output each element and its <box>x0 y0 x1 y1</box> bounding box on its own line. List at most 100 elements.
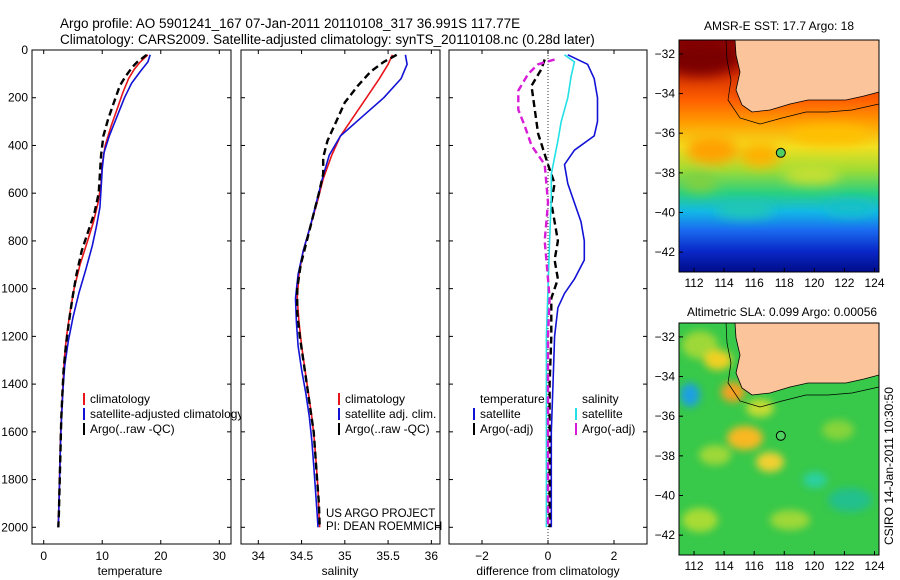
series-line-temperature-satellite <box>550 54 599 528</box>
timestamp-side-text: CSIRO 14-Jan-2011 10:30:50 <box>882 387 896 545</box>
longitude-tick-label: 112 <box>684 276 703 290</box>
x-tick-label: 0 <box>545 549 552 563</box>
sst-longitude-ticks: 112 114 116 118 120 122 124 <box>684 268 885 290</box>
salinity-depth-ticks <box>241 49 440 528</box>
sla-map: Altimetric SLA: 0.099 Argo: 0.00056 <box>655 305 885 573</box>
salinity-axes <box>240 49 441 545</box>
argo-float-marker <box>775 147 786 158</box>
legend-label-sal-argo: Argo(-adj) <box>582 422 635 436</box>
salinity-axis-ticks: 34 34.5 35 35.5 36 <box>252 50 439 563</box>
series-line-satellite-adj-clim <box>294 54 408 528</box>
sst-field <box>679 40 879 272</box>
x-tick-label: 2 <box>611 549 618 563</box>
sla-axes <box>678 322 880 556</box>
x-tick-label: 30 <box>213 549 227 563</box>
temperature-legend: climatology satellite-adjusted climatolo… <box>83 392 243 436</box>
salinity-xlabel: salinity <box>322 564 359 578</box>
difference-series <box>517 54 599 528</box>
latitude-tick-label: −34 <box>655 87 676 101</box>
longitude-tick-label: 124 <box>864 559 884 573</box>
x-tick-label: 10 <box>96 549 110 563</box>
sst-latitude-ticks: −32 −34 −36 −38 −40 −42 <box>655 47 683 259</box>
latitude-tick-label: −36 <box>655 126 676 140</box>
latitude-tick-label: −36 <box>655 409 676 423</box>
depth-tick-label: 200 <box>8 91 28 105</box>
temperature-axis-ticks: 0 10 20 30 <box>40 50 226 563</box>
legend-label-argo: Argo(..raw -QC) <box>345 422 430 436</box>
legend-label-climatology: climatology <box>90 392 150 406</box>
depth-axis-ticks: 0 200 400 600 800 1000 1200 1400 1600 1800 2000 <box>1 43 231 534</box>
longitude-tick-label: 116 <box>745 276 764 290</box>
depth-tick-label: 1000 <box>1 282 28 296</box>
header-line-1: Argo profile: AO 5901241_167 07-Jan-2011… <box>60 16 520 31</box>
sst-axes <box>678 39 880 273</box>
series-line-salinity-satellite <box>545 54 576 528</box>
salinity-panel: 34 34.5 35 35.5 36 salinity climatology sate… <box>240 49 442 578</box>
longitude-tick-label: 120 <box>804 559 824 573</box>
sla-coastline-contour <box>725 323 879 408</box>
longitude-tick-label: 116 <box>745 559 764 573</box>
depth-tick-label: 400 <box>8 138 28 152</box>
sla-latitude-ticks: −32 −34 −36 −38 −40 −42 <box>655 330 683 542</box>
sla-land <box>734 323 879 396</box>
legend-label-temp-satellite: satellite <box>480 407 521 421</box>
depth-tick-label: 0 <box>21 43 28 57</box>
depth-tick-label: 800 <box>8 234 28 248</box>
salinity-series <box>294 53 408 528</box>
sst-map: AMSR-E SST: 17.7 Argo: 18 112 114 116 118 12… <box>655 19 885 290</box>
depth-tick-label: 1600 <box>1 425 28 439</box>
longitude-tick-label: 122 <box>834 276 854 290</box>
series-line-climatology <box>296 54 394 528</box>
argo-float-marker <box>775 430 786 441</box>
longitude-tick-label: 118 <box>775 276 794 290</box>
x-tick-label: 0 <box>40 549 47 563</box>
header-line-2: Climatology: CARS2009. Satellite-adjuste… <box>60 32 595 47</box>
x-tick-label: 20 <box>154 549 168 563</box>
latitude-tick-label: −32 <box>655 330 676 344</box>
series-line-temperature-argo-adj <box>530 59 560 528</box>
longitude-tick-label: 112 <box>684 559 703 573</box>
x-tick-label: 36 <box>425 549 439 563</box>
x-tick-label: 35 <box>338 549 352 563</box>
depth-tick-label: 1800 <box>1 473 28 487</box>
longitude-tick-label: 124 <box>864 276 884 290</box>
temperature-axes <box>31 49 232 545</box>
latitude-tick-label: −40 <box>655 489 676 503</box>
depth-tick-label: 1400 <box>1 377 28 391</box>
temperature-xlabel: temperature <box>98 564 163 578</box>
latitude-tick-label: −42 <box>655 245 676 259</box>
difference-axis-ticks: −2 0 2 <box>475 50 618 563</box>
sst-land <box>734 40 879 113</box>
longitude-tick-label: 114 <box>715 559 734 573</box>
temperature-panel: 0 200 400 600 800 1000 1200 1400 1600 1800 2000 0 1… <box>1 43 243 578</box>
longitude-tick-label: 118 <box>775 559 794 573</box>
sst-map-title: AMSR-E SST: 17.7 Argo: 18 <box>704 19 854 33</box>
x-tick-label: 35.5 <box>376 549 400 563</box>
x-tick-label: 34.5 <box>290 549 314 563</box>
legend-heading-temperature: temperature <box>480 392 545 406</box>
sla-map-title: Altimetric SLA: 0.099 Argo: 0.00056 <box>687 305 877 319</box>
difference-panel: −2 0 2 difference from climatology tempera… <box>448 49 648 578</box>
legend-label-satellite-adjusted: satellite-adjusted climatology <box>90 407 243 421</box>
legend-label-temp-argo: Argo(-adj) <box>480 422 533 436</box>
latitude-tick-label: −40 <box>655 206 676 220</box>
legend-label-sal-satellite: satellite <box>582 407 623 421</box>
depth-tick-label: 2000 <box>1 520 28 534</box>
longitude-tick-label: 114 <box>715 276 734 290</box>
legend-label-argo: Argo(..raw -QC) <box>90 422 175 436</box>
difference-depth-ticks <box>449 49 647 528</box>
latitude-tick-label: −38 <box>655 449 676 463</box>
project-annotation-line-1: US ARGO PROJECT <box>326 508 435 520</box>
series-line-salinity-argo-adj <box>517 58 555 528</box>
series-line-argo-raw-qc <box>57 53 148 528</box>
salinity-legend: climatology satellite adj. clim. Argo(..… <box>338 392 436 436</box>
longitude-tick-label: 122 <box>834 559 854 573</box>
sla-longitude-ticks: 112 114 116 118 120 122 124 <box>684 551 885 573</box>
series-line-argo-raw-qc <box>296 53 398 528</box>
difference-legend: temperature satellite Argo(-adj) salinit… <box>473 392 635 436</box>
latitude-tick-label: −42 <box>655 528 676 542</box>
x-tick-label: −2 <box>475 549 489 563</box>
depth-tick-label: 1200 <box>1 329 28 343</box>
sst-coastline-contour <box>725 40 879 125</box>
